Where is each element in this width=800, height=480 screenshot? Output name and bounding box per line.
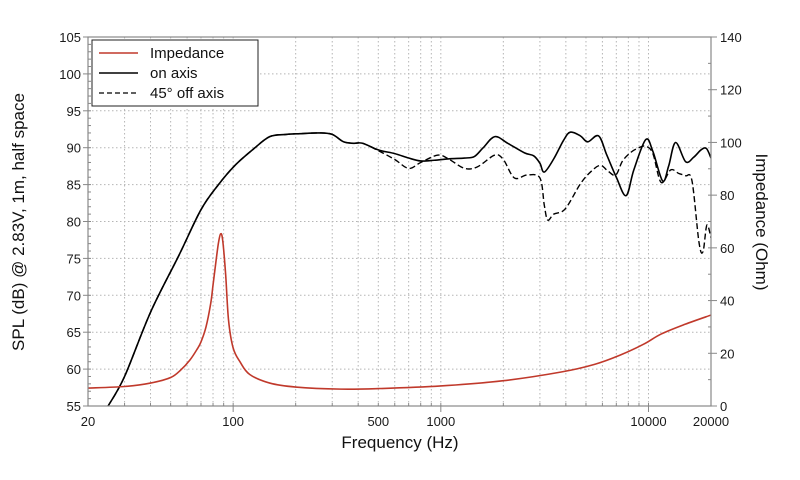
x-axis-tick-label: 20 [81, 414, 95, 429]
x-axis-title: Frequency (Hz) [341, 433, 458, 452]
legend-label-impedance: Impedance [150, 45, 224, 62]
left-axis-tick-label: 90 [67, 141, 81, 156]
left-axis-tick-label: 75 [67, 251, 81, 266]
right-axis-tick-label: 120 [720, 83, 742, 98]
right-axis-tick-label: 100 [720, 135, 742, 150]
series-line-45-off-axis [107, 132, 711, 406]
right-axis-tick-label: 20 [720, 346, 734, 361]
left-axis-tick-label: 55 [67, 399, 81, 414]
series-line-impedance [88, 232, 711, 391]
left-axis-tick-label: 105 [59, 30, 81, 45]
legend-label-off-axis: 45° off axis [150, 85, 224, 102]
right-axis-tick-label: 40 [720, 294, 734, 309]
right-axis-tick-label: 80 [720, 188, 734, 203]
x-axis-tick-label: 10000 [630, 414, 666, 429]
grid [88, 37, 711, 406]
x-axis-tick-label: 100 [222, 414, 244, 429]
right-axis-tick-label: 140 [720, 30, 742, 45]
ticks: 55 60 65 70 75 80 85 90 95 100 105 0 20 40 60 80 100 120 1… [59, 30, 741, 429]
legend: Impedance on axis 45° off axis [91, 39, 259, 107]
right-axis-tick-label: 0 [720, 399, 727, 414]
legend-label-on-axis: on axis [150, 65, 198, 82]
left-axis-tick-label: 80 [67, 215, 81, 230]
left-axis-tick-label: 100 [59, 67, 81, 82]
left-axis-tick-label: 70 [67, 288, 81, 303]
left-axis-tick-label: 60 [67, 362, 81, 377]
left-y-axis-title: SPL (dB) @ 2.83V, 1m, half space [9, 93, 28, 351]
right-axis-tick-label: 60 [720, 241, 734, 256]
right-y-axis-title: Impedance (Ohm) [752, 154, 771, 291]
series-layer [88, 131, 711, 406]
x-axis-tick-label: 1000 [426, 414, 455, 429]
left-axis-tick-label: 65 [67, 325, 81, 340]
x-axis-tick-label: 20000 [693, 414, 729, 429]
left-axis-tick-label: 95 [67, 104, 81, 119]
x-axis-tick-label: 500 [367, 414, 389, 429]
series-line-on-axis [107, 131, 711, 406]
left-axis-tick-label: 85 [67, 178, 81, 193]
